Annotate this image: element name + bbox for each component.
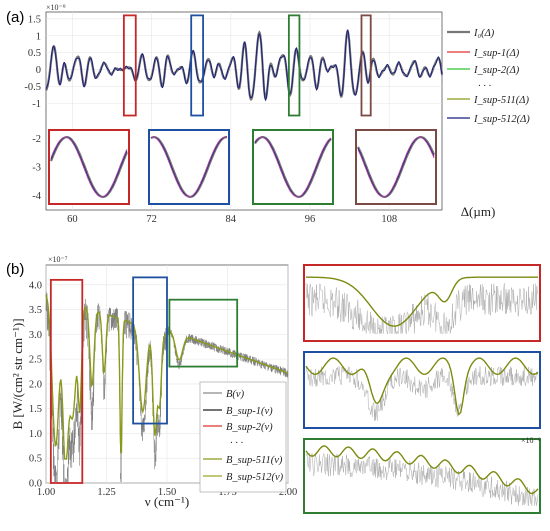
panel-b-xlabel: ν (cm⁻¹) (145, 494, 189, 509)
legend-label: I₀(Δ) (473, 28, 495, 39)
y-tick-label: 0.0 (29, 479, 42, 490)
zoom-smooth-curve (305, 445, 539, 495)
x-tick-label: 96 (305, 214, 316, 225)
highlight-box-3 (168, 298, 239, 368)
x-tick-label: 1.75 (218, 487, 236, 498)
x-tick-label: 1.25 (97, 487, 115, 498)
highlight-box-3 (287, 14, 301, 117)
highlight-box-2 (190, 14, 204, 117)
x-tick-label: 1.50 (158, 487, 176, 498)
panel-a-highlight-boxes (122, 14, 372, 117)
inset-curve (50, 136, 128, 198)
inset-y-tick-label: -2 (32, 134, 41, 145)
inset-1 (48, 129, 130, 205)
panel-b-zoom-panels (303, 264, 541, 514)
panel-b-highlight-boxes (49, 276, 239, 484)
inset-y-tick-label: -4 (32, 191, 41, 202)
zoom-raw-curve (305, 452, 539, 506)
legend-label: B_sup-1(ν) (226, 406, 273, 417)
inset-4 (355, 129, 437, 205)
y-tick-label: 0 (36, 65, 41, 76)
panel-a-legend: I₀(Δ) I_sup-1(Δ) I_sup-2(Δ) · · · I_sup-511(… (447, 28, 530, 125)
panel-a-y-ticks: -1 -0.5 0 0.5 1 1.5 -4 -3 -2 (24, 14, 41, 202)
panel-b-zoom-exponent: ×10⁻⁶ (521, 436, 541, 445)
y-tick-label: -1 (32, 99, 41, 110)
y-tick-label: 1.5 (28, 14, 41, 25)
zoom-raw-curve (305, 282, 539, 334)
panel-a-series (45, 29, 444, 102)
panel-b-legend-entries: B(ν) B_sup-1(ν) B_sup-2(ν) · · · B_sup-511(ν… (203, 389, 284, 483)
y-tick-label: 3.5 (29, 305, 42, 316)
panel-a-exponent: ×10⁻⁹ (46, 3, 66, 12)
inset-curve (254, 136, 332, 198)
panel-a-insets (48, 129, 437, 205)
x-tick-label: 1.00 (37, 487, 55, 498)
y-tick-label: 3.0 (29, 330, 42, 341)
y-tick-label: 1 (36, 31, 41, 42)
y-tick-label: -0.5 (24, 82, 41, 93)
y-tick-label: 4.0 (29, 280, 42, 291)
x-tick-label: 2.00 (279, 487, 297, 498)
panel-b-legend-frame (199, 381, 287, 493)
legend-label: B_sup-511(ν) (226, 455, 283, 466)
y-tick-label: 2.5 (29, 355, 42, 366)
y-tick-label: 0.5 (29, 454, 42, 465)
panel-a-xlabel: Δ(µm) (461, 204, 496, 219)
panel-b-legend (199, 381, 287, 493)
highlight-box-1 (49, 278, 84, 484)
legend-label: B_sup-2(ν) (226, 422, 273, 433)
legend-label: I_sup-511(Δ) (473, 95, 529, 106)
inset-y-tick-label: -3 (32, 163, 41, 174)
legend-label: I_sup-512(Δ) (473, 114, 530, 125)
highlight-box-2 (132, 276, 168, 425)
panel-b-label: (b) (6, 261, 24, 278)
y-tick-label: 2.0 (29, 379, 42, 390)
x-tick-label: 84 (226, 214, 237, 225)
zoom-smooth-curve (305, 357, 539, 416)
zoom-smooth-curve (306, 276, 538, 327)
highlight-box-1 (122, 14, 137, 117)
x-tick-label: 60 (67, 214, 78, 225)
y-tick-label: 1.5 (29, 404, 42, 415)
legend-label: · · · (478, 81, 492, 92)
panel-b-ylabel: B [W/(cm² str cm⁻¹)] (10, 318, 25, 429)
legend-label: · · · (230, 438, 244, 449)
zoom-panel-3 (303, 438, 541, 514)
y-tick-label: 1.0 (29, 429, 42, 440)
panel-b-exponent: ×10⁻⁷ (48, 255, 68, 264)
panel-a-x-ticks: 60 72 84 96 108 (67, 214, 397, 225)
x-tick-label: 72 (146, 214, 157, 225)
panel-b-y-ticks: 0.0 0.5 1.0 1.5 2.0 2.5 3.0 3.5 4.0 (29, 280, 42, 489)
y-tick-label: 0.5 (28, 48, 41, 59)
highlight-box-4 (360, 14, 372, 117)
legend-label: I_sup-1(Δ) (473, 48, 520, 59)
panel-b-x-ticks: 1.00 1.25 1.50 1.75 2.00 (37, 487, 297, 498)
x-tick-label: 108 (381, 214, 397, 225)
zoom-panel-2 (303, 351, 541, 429)
legend-label: I_sup-2(Δ) (473, 65, 520, 76)
inset-2 (148, 129, 230, 205)
series-Isup-512 (45, 29, 443, 102)
panel-a-label: (a) (6, 9, 24, 26)
inset-curve (357, 136, 435, 198)
legend-label: B_sup-512(ν) (226, 472, 284, 483)
inset-curve (150, 136, 228, 198)
legend-label: B(ν) (226, 389, 245, 400)
